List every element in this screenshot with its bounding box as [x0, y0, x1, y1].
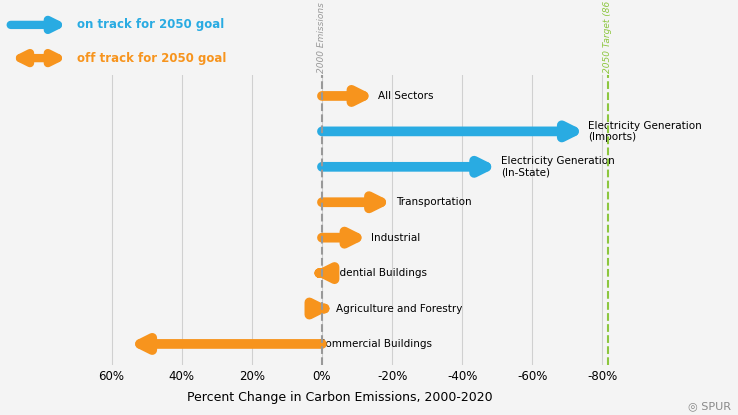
Text: Electricity Generation
(Imports): Electricity Generation (Imports)	[588, 121, 702, 142]
Text: Agriculture and Forestry: Agriculture and Forestry	[336, 303, 462, 313]
Text: Commercial Buildings: Commercial Buildings	[319, 339, 432, 349]
Text: off track for 2050 goal: off track for 2050 goal	[77, 51, 227, 65]
Text: All Sectors: All Sectors	[378, 91, 433, 101]
Text: Residential Buildings: Residential Buildings	[319, 268, 427, 278]
Text: 2000 Emissions (460 MMTCO2): 2000 Emissions (460 MMTCO2)	[317, 0, 326, 73]
Text: Electricity Generation
(In-State): Electricity Generation (In-State)	[501, 156, 615, 178]
Text: ◎ SPUR: ◎ SPUR	[688, 401, 731, 411]
Text: Transportation: Transportation	[396, 197, 471, 207]
X-axis label: Percent Change in Carbon Emissions, 2000-2020: Percent Change in Carbon Emissions, 2000…	[187, 391, 492, 404]
Text: on track for 2050 goal: on track for 2050 goal	[77, 18, 224, 32]
Text: 2050 Target (86 MMTCO2): 2050 Target (86 MMTCO2)	[603, 0, 612, 73]
Text: Industrial: Industrial	[371, 233, 420, 243]
